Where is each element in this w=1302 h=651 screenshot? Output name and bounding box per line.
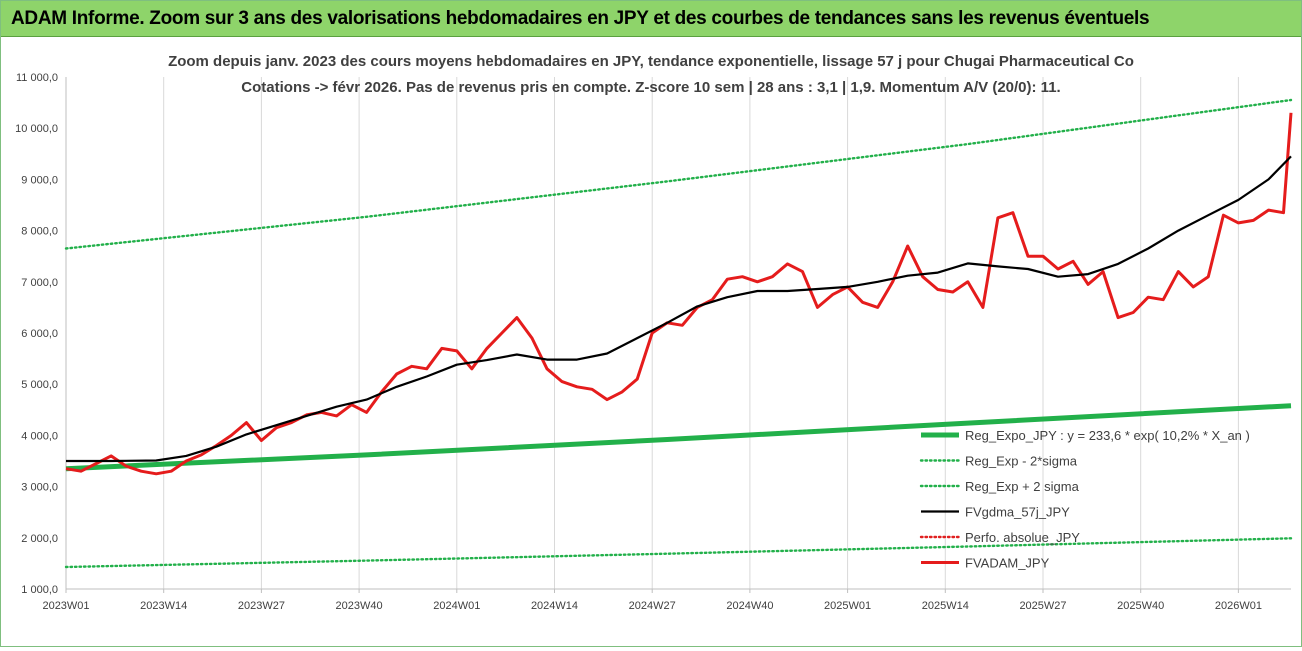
chart-subtitle: Cotations -> févr 2026. Pas de revenus p… [241,79,1061,96]
y-tick-label: 6 000,0 [21,328,58,340]
x-tick-label: 2023W01 [42,600,89,612]
x-tick-label: 2025W14 [922,600,969,612]
series-line [65,112,1293,476]
x-tick-label: 2025W40 [1117,600,1164,612]
x-tick-label: 2025W27 [1019,600,1066,612]
x-tick-label: 2024W01 [433,600,480,612]
x-tick-label: 2023W40 [336,600,383,612]
chart-title: Zoom depuis janv. 2023 des cours moyens … [168,53,1134,70]
y-tick-label: 5 000,0 [21,379,58,391]
y-tick-label: 9 000,0 [21,174,58,186]
x-tick-label: 2024W14 [531,600,578,612]
x-tick-label: 2023W27 [238,600,285,612]
x-tick-label: 2025W01 [824,600,871,612]
x-tick-label: 2024W27 [629,600,676,612]
y-tick-label: 11 000,0 [16,72,58,84]
x-tick-label: 2026W01 [1215,600,1262,612]
series-line [66,155,1292,463]
line-chart: 1 000,0 2 000,0 3 000,0 4 000,0 5 000,0 6 000… [15,72,1293,612]
legend-label: Reg_Exp - 2*sigma [965,454,1078,469]
legend-label: FVADAM_JPY [965,556,1050,571]
y-tick-label: 3 000,0 [21,482,58,494]
y-tick-label: 4 000,0 [21,430,58,442]
chart-area: Zoom depuis janv. 2023 des cours moyens … [1,38,1301,646]
y-tick-label: 7 000,0 [21,277,58,289]
y-tick-label: 1 000,0 [21,584,58,596]
y-tick-label: 8 000,0 [21,226,58,238]
x-tick-label: 2023W14 [140,600,187,612]
banner-title: ADAM Informe. Zoom sur 3 ans des valoris… [1,1,1301,37]
y-tick-label: 2 000,0 [21,533,58,545]
y-tick-label: 10 000,0 [15,123,58,135]
legend-label: Reg_Expo_JPY : y = 233,6 * exp( 10,2% * … [965,428,1250,443]
legend-label: Perfo. absolue_JPY [965,530,1080,545]
legend-label: FVgdma_57j_JPY [965,505,1070,520]
series-line [64,537,1293,569]
x-tick-label: 2024W40 [726,600,773,612]
series-line [64,98,1293,250]
legend-label: Reg_Exp + 2 sigma [965,479,1080,494]
series-line [65,403,1292,472]
